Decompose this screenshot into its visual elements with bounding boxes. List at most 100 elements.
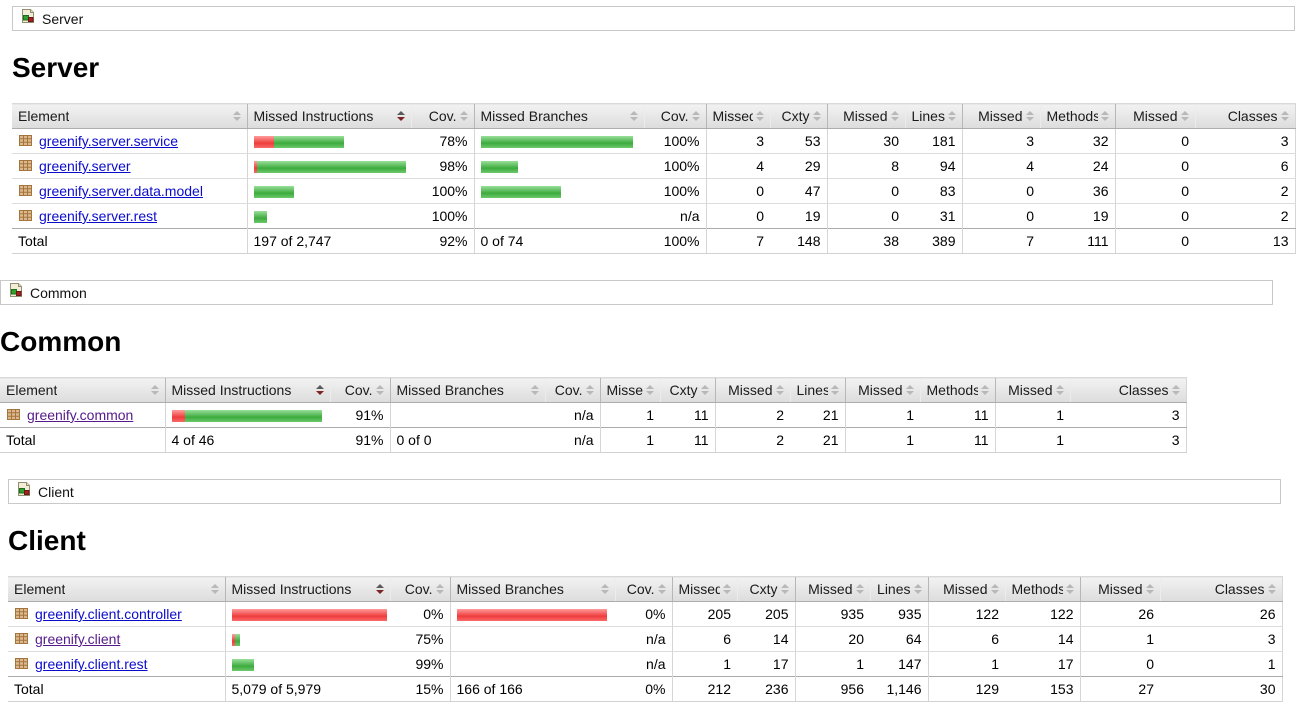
column-header-label: Missed Instructions (171, 382, 292, 398)
column-header-missed-branches-3[interactable]: Missed Branches (389, 377, 545, 403)
total-counter-cell: 2 (714, 427, 790, 453)
column-header-missed-branches-3[interactable]: Missed Branches (449, 576, 615, 602)
package-icon (18, 158, 34, 174)
missed-branches-bar-cell (473, 128, 644, 154)
counter-cell: 1 (794, 651, 870, 677)
bar-covered-segment (253, 211, 267, 224)
element-cell: greenify.server.service (12, 129, 247, 154)
package-link[interactable]: greenify.server.rest (39, 208, 158, 224)
column-header-cov--4[interactable]: Cov. (643, 103, 706, 129)
total-counter-cell: 111 (1040, 228, 1115, 254)
column-header-label: Cov. (404, 581, 433, 597)
column-header-missed-5[interactable]: Missed (599, 377, 660, 403)
column-header-methods-10[interactable]: Methods (1004, 576, 1080, 602)
package-link[interactable]: greenify.client (35, 631, 121, 647)
package-link[interactable]: greenify.common (27, 407, 134, 423)
package-link[interactable]: greenify.client.controller (35, 606, 182, 622)
column-header-cov--2[interactable]: Cov. (329, 377, 390, 403)
counter-cell: 0 (1079, 651, 1160, 677)
total-label-cell: Total (0, 427, 165, 453)
total-label-cell: Total (12, 228, 247, 254)
column-header-label: Cxty (749, 581, 778, 597)
column-header-missed-5[interactable]: Missed (671, 576, 737, 602)
branch-coverage-cell: n/a (644, 203, 706, 229)
column-header-label: Missed (1133, 108, 1178, 124)
column-header-missed-11[interactable]: Missed (1114, 103, 1195, 129)
counter-cell: 1 (671, 651, 737, 677)
column-header-lines-8[interactable]: Lines (789, 377, 845, 403)
column-header-cxty-6[interactable]: Cxty (736, 576, 795, 602)
column-header-methods-10[interactable]: Methods (1039, 103, 1115, 129)
total-counter-cell: 11 (920, 427, 995, 453)
coverage-bar (253, 211, 267, 224)
package-link[interactable]: greenify.server.data.model (39, 183, 203, 199)
column-header-missed-7[interactable]: Missed (794, 576, 870, 602)
column-header-classes-12[interactable]: Classes (1069, 377, 1186, 403)
missed-instructions-bar-cell (224, 601, 390, 627)
column-header-cxty-6[interactable]: Cxty (659, 377, 715, 403)
package-link[interactable]: greenify.client.rest (35, 656, 148, 672)
counter-cell: 4 (961, 153, 1040, 179)
package-link[interactable]: greenify.server.service (39, 133, 179, 149)
column-header-missed-9[interactable]: Missed (844, 377, 920, 403)
total-branches-cell: 0 of 74 (473, 228, 644, 254)
column-header-missed-instructions-1[interactable]: Missed Instructions (246, 103, 411, 129)
column-header-classes-12[interactable]: Classes (1159, 576, 1282, 602)
total-row: Total 197 of 2,747 92% 0 of 74 100% 7 148 38 389… (12, 228, 1295, 254)
column-header-missed-9[interactable]: Missed (961, 103, 1040, 129)
column-header-cxty-6[interactable]: Cxty (769, 103, 827, 129)
column-header-label: Missed (1098, 581, 1143, 597)
bar-covered-segment (480, 136, 633, 149)
counter-cell: 19 (770, 203, 827, 229)
counter-cell: 0 (1114, 128, 1195, 154)
coverage-bar (456, 609, 607, 622)
column-header-missed-9[interactable]: Missed (927, 576, 1005, 602)
column-header-missed-5[interactable]: Missed (705, 103, 770, 129)
table-row: greenify.client.controller 0% 0% 205 205 935 9… (8, 601, 1282, 627)
coverage-bar (253, 136, 344, 149)
column-header-element-0[interactable]: Element (0, 377, 165, 403)
column-header-element-0[interactable]: Element (12, 103, 247, 129)
column-header-lines-8[interactable]: Lines (869, 576, 928, 602)
coverage-bar (231, 609, 387, 622)
column-header-cov--2[interactable]: Cov. (410, 103, 474, 129)
column-header-missed-instructions-1[interactable]: Missed Instructions (164, 377, 330, 403)
table-header-row: Element Missed Instructions Cov. Missed Bra… (12, 103, 1295, 129)
column-header-missed-11[interactable]: Missed (1079, 576, 1160, 602)
package-link[interactable]: greenify.server (39, 158, 131, 174)
counter-cell: 0 (826, 178, 905, 204)
sort-arrows-icon (1055, 385, 1064, 395)
sort-arrows-icon (645, 385, 654, 395)
column-header-label: Cxty (669, 382, 698, 398)
element-cell: greenify.client (8, 626, 225, 652)
table-header-row: Element Missed Instructions Cov. Missed Bra… (0, 377, 1186, 403)
sort-arrows-icon (375, 385, 384, 395)
column-header-missed-7[interactable]: Missed (714, 377, 790, 403)
column-header-cov--4[interactable]: Cov. (544, 377, 600, 403)
bar-missed-segment (171, 410, 185, 423)
counter-cell: 0 (961, 203, 1040, 229)
column-header-classes-12[interactable]: Classes (1194, 103, 1295, 129)
counter-cell: 3 (705, 128, 770, 154)
column-header-lines-8[interactable]: Lines (904, 103, 962, 129)
column-header-cov--4[interactable]: Cov. (614, 576, 672, 602)
column-header-missed-branches-3[interactable]: Missed Branches (473, 103, 644, 129)
table-row: greenify.server 98% 100% 4 29 8 94 4 24 0 6 (12, 153, 1295, 179)
column-header-label: Missed Branches (396, 382, 504, 398)
column-header-missed-11[interactable]: Missed (994, 377, 1070, 403)
column-header-methods-10[interactable]: Methods (919, 377, 995, 403)
counter-cell: 2 (1195, 178, 1295, 204)
sort-arrows-icon (396, 111, 405, 121)
counter-cell: 3 (1171, 407, 1180, 423)
column-header-missed-7[interactable]: Missed (826, 103, 905, 129)
column-header-element-0[interactable]: Element (8, 576, 225, 602)
counter-cell: 11 (973, 407, 989, 423)
sort-arrows-icon (315, 385, 324, 395)
page-title: Client (8, 525, 86, 556)
sort-arrows-icon (1145, 584, 1154, 594)
element-cell: greenify.server.data.model (12, 178, 247, 204)
column-header-cov--2[interactable]: Cov. (389, 576, 450, 602)
table-row: greenify.client.rest 99% n/a 1 17 1 147 1 17 0 1 (8, 651, 1282, 677)
column-header-missed-instructions-1[interactable]: Missed Instructions (224, 576, 390, 602)
sort-arrows-icon (691, 111, 700, 121)
